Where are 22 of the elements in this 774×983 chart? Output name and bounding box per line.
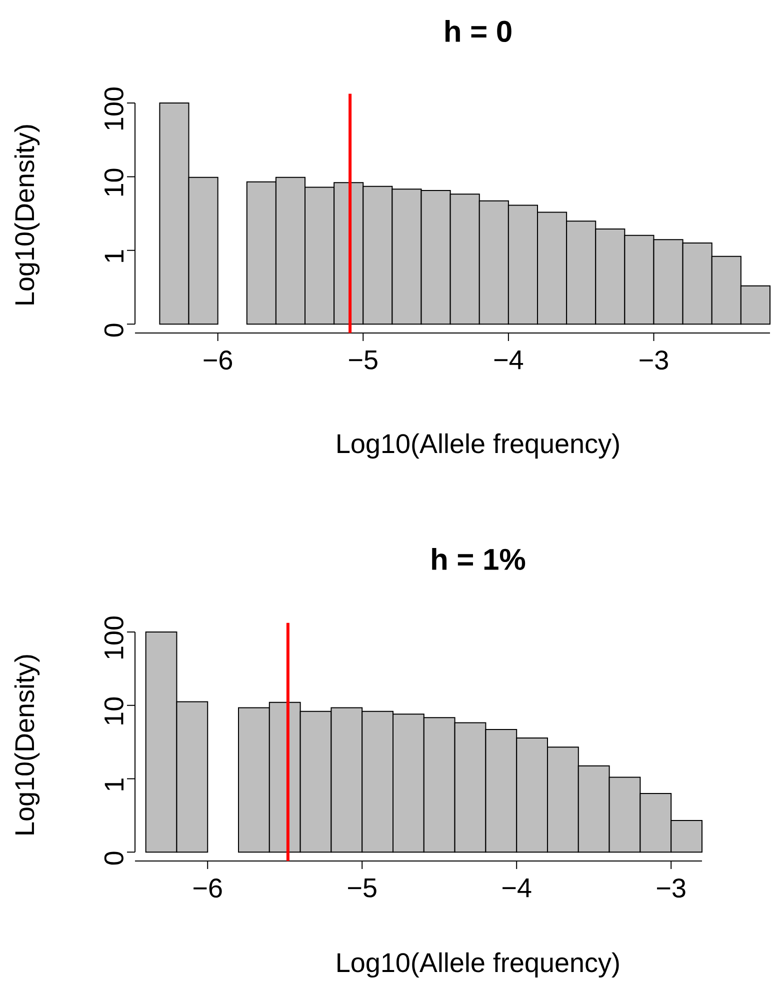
- x-tick-label: −5: [348, 878, 376, 898]
- x-axis-title: Log10(Allele frequency): [338, 952, 619, 978]
- y-tick-label: 1: [104, 250, 124, 262]
- x-tick-label: −5: [349, 350, 378, 370]
- chart-title: h = 0: [446, 20, 512, 42]
- y-tick-label: 100: [104, 616, 124, 658]
- chart-title: h = 1%: [432, 548, 526, 570]
- y-axis-title: Log10(Density): [14, 655, 40, 834]
- x-tick-label: −3: [640, 350, 668, 370]
- x-tick-label: −4: [502, 878, 532, 898]
- x-tick-label: −6: [204, 350, 232, 370]
- y-tick-label: 1: [104, 778, 124, 790]
- y-tick-label: 100: [104, 88, 124, 130]
- y-tick-label: 0: [104, 324, 124, 337]
- y-tick-label: 10: [104, 168, 124, 196]
- y-tick-label: 10: [104, 697, 124, 724]
- x-axis-title: Log10(Allele frequency): [338, 433, 619, 459]
- x-tick-label: −3: [657, 878, 686, 898]
- x-tick-label: −4: [494, 350, 524, 370]
- y-tick-label: 0: [104, 852, 124, 865]
- x-tick-label: −6: [194, 878, 222, 898]
- y-axis-title: Log10(Density): [14, 125, 40, 304]
